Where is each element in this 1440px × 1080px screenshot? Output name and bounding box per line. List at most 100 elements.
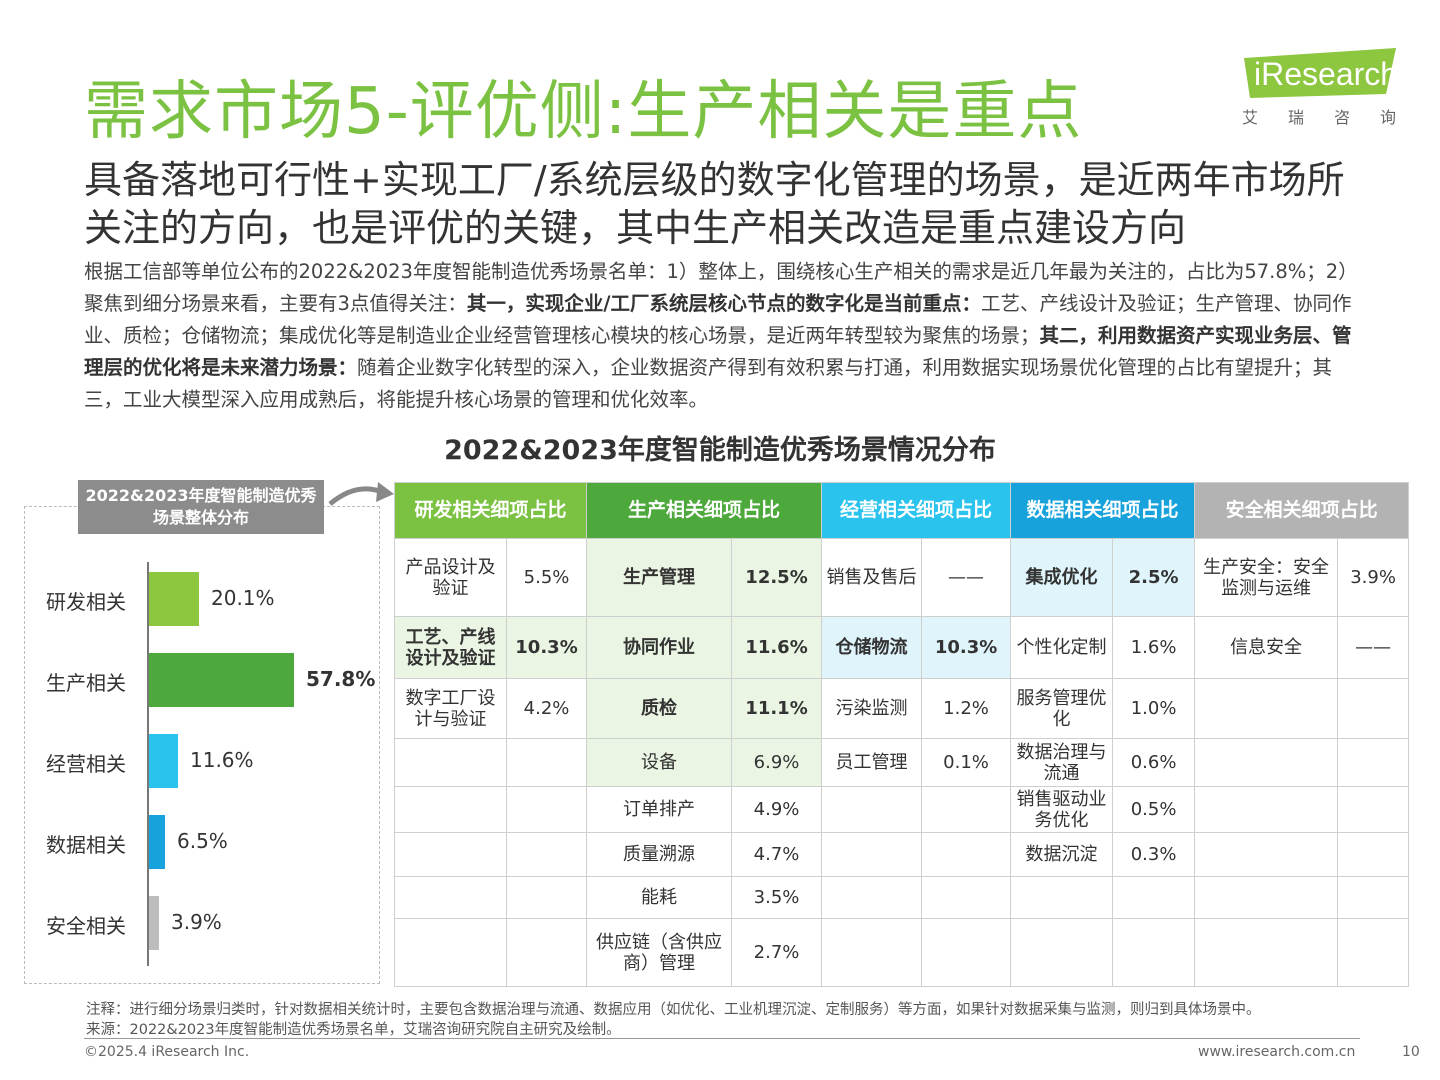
table-cell-value: 1.0% <box>1112 678 1196 739</box>
page-title: 需求市场5-评优侧:生产相关是重点 <box>84 75 1083 149</box>
table-cell-item: 工艺、产线设计及验证 <box>394 616 507 679</box>
arrow-right-icon <box>328 482 394 506</box>
header-data: 数据相关细项占比 <box>1010 482 1196 539</box>
bar-category-label: 研发相关 <box>46 590 126 614</box>
table-cell-item: 生产安全：安全监测与运维 <box>1194 538 1339 617</box>
table-cell-item <box>394 876 507 919</box>
table-cell-item <box>1194 876 1339 919</box>
table-row: 设备 6.9% 员工管理 0.1% 数据治理与流通 0.6% <box>394 738 1410 787</box>
table-cell-value <box>505 832 588 877</box>
table-cell-value <box>1337 678 1410 739</box>
header-rd: 研发相关细项占比 <box>393 482 588 539</box>
table-cell-value: 4.2% <box>505 678 588 739</box>
table-cell-value: —— <box>1337 616 1410 679</box>
bar-value-label: 6.5% <box>177 829 228 853</box>
table-cell-value <box>1337 918 1410 987</box>
table-cell-value <box>505 738 588 787</box>
table-cell-value: 0.3% <box>1112 832 1196 877</box>
footer-divider <box>84 1038 1360 1039</box>
table-cell-item: 污染监测 <box>821 678 923 739</box>
bar <box>149 896 159 950</box>
table-cell-item: 供应链（含供应商）管理 <box>586 918 733 987</box>
table-cell-value: 0.1% <box>921 738 1012 787</box>
note-text: 注释：进行细分场景归类时，针对数据相关统计时，主要包含数据治理与流通、数据应用（… <box>86 1002 1261 1018</box>
table-row: 质量溯源 4.7% 数据沉淀 0.3% <box>394 832 1410 877</box>
bar-category-label: 安全相关 <box>46 914 126 938</box>
table-row: 能耗 3.5% <box>394 876 1410 919</box>
bar <box>149 815 165 869</box>
bar-category-label: 经营相关 <box>46 752 126 776</box>
table-cell-item: 仓储物流 <box>821 616 923 679</box>
subtitle: 具备落地可行性+实现工厂/系统层级的数字化管理的场景，是近两年市场所关注的方向，… <box>84 158 1345 250</box>
table-cell-value: 12.5% <box>731 538 823 617</box>
table-cell-value <box>1337 738 1410 787</box>
table-cell-item <box>394 786 507 833</box>
body-text-1: 根据工信部等单位公布的2022&2023年度智能制造优秀场景名单：1）整体上，围… <box>84 260 1358 315</box>
table-cell-item: 数字工厂设计与验证 <box>394 678 507 739</box>
bar-chart-title: 2022&2023年度智能制造优秀场景整体分布 <box>78 480 324 534</box>
table-cell-item <box>1194 678 1339 739</box>
table-cell-item: 销售及售后 <box>821 538 923 617</box>
table-cell-item: 数据治理与流通 <box>1010 738 1114 787</box>
table-cell-value: 4.9% <box>731 786 823 833</box>
table-cell-value: 2.7% <box>731 918 823 987</box>
logo-text: iResearch <box>1254 56 1399 92</box>
header-operations: 经营相关细项占比 <box>821 482 1012 539</box>
table-cell-item <box>1010 876 1114 919</box>
bar-chart-axis <box>147 562 149 966</box>
table-cell-value <box>505 786 588 833</box>
header-safety: 安全相关细项占比 <box>1194 482 1410 539</box>
bar-category-label: 数据相关 <box>46 833 126 857</box>
table-cell-item: 个性化定制 <box>1010 616 1114 679</box>
table-cell-item <box>821 786 923 833</box>
bar <box>149 653 294 707</box>
table-cell-item: 质检 <box>586 678 733 739</box>
iresearch-logo <box>1244 48 1396 98</box>
table-cell-value <box>505 918 588 987</box>
table-cell-value: 0.5% <box>1112 786 1196 833</box>
bar-value-label: 20.1% <box>211 586 275 610</box>
table-row: 产品设计及验证 5.5% 生产管理 12.5% 销售及售后 —— 集成优化 2.5% 生产安全：… <box>394 538 1410 617</box>
table-cell-value: 2.5% <box>1112 538 1196 617</box>
table-row: 订单排产 4.9% 销售驱动业务优化 0.5% <box>394 786 1410 833</box>
table-cell-item: 销售驱动业务优化 <box>1010 786 1114 833</box>
body-bold-1: 其一，实现企业/工厂系统层核心节点的数字化是当前重点： <box>466 292 982 315</box>
table-cell-item <box>1194 832 1339 877</box>
table-cell-value: 3.9% <box>1337 538 1410 617</box>
table-cell-item <box>1010 918 1114 987</box>
table-cell-item <box>1194 918 1339 987</box>
table-cell-item <box>394 832 507 877</box>
footnote: 注释：进行细分场景归类时，针对数据相关统计时，主要包含数据治理与流通、数据应用（… <box>86 1000 1261 1040</box>
scenario-table: 研发相关细项占比 生产相关细项占比 经营相关细项占比 数据相关细项占比 安全相关… <box>393 482 1410 987</box>
body-text-2: 工艺、产线设计及验证；生产管理、协同作业、质检；仓储物流；集成优化等是制造业企业… <box>84 292 1352 347</box>
table-cell-item <box>1194 786 1339 833</box>
page-number: 10 <box>1402 1044 1420 1060</box>
table-cell-value <box>921 918 1012 987</box>
table-cell-value <box>1112 876 1196 919</box>
body-bold-2: 其二，利用数据资产实现业务层、管理层的优化将是未来潜力场景： <box>84 324 1352 379</box>
table-cell-value: —— <box>921 538 1012 617</box>
table-cell-item <box>821 832 923 877</box>
table-cell-item <box>394 738 507 787</box>
table-row: 数字工厂设计与验证 4.2% 质检 11.1% 污染监测 1.2% 服务管理优化 1.0% <box>394 678 1410 739</box>
bar-value-label: 3.9% <box>171 910 222 934</box>
table-cell-item: 产品设计及验证 <box>394 538 507 617</box>
table-cell-value <box>1337 786 1410 833</box>
table-cell-value <box>921 876 1012 919</box>
table-cell-item: 订单排产 <box>586 786 733 833</box>
table-cell-item <box>394 918 507 987</box>
bar-category-label: 生产相关 <box>46 671 126 695</box>
table-cell-item: 生产管理 <box>586 538 733 617</box>
table-cell-value: 0.6% <box>1112 738 1196 787</box>
website-link[interactable]: www.iresearch.com.cn <box>1198 1044 1356 1060</box>
table-cell-item: 数据沉淀 <box>1010 832 1114 877</box>
logo-subtitle: 艾瑞咨询 <box>1242 108 1427 127</box>
header-production: 生产相关细项占比 <box>586 482 823 539</box>
table-cell-value: 5.5% <box>505 538 588 617</box>
table-cell-item: 质量溯源 <box>586 832 733 877</box>
table-cell-value <box>1112 918 1196 987</box>
table-cell-value <box>1337 832 1410 877</box>
bar-value-label: 11.6% <box>190 748 254 772</box>
table-cell-item: 集成优化 <box>1010 538 1114 617</box>
table-cell-value: 6.9% <box>731 738 823 787</box>
